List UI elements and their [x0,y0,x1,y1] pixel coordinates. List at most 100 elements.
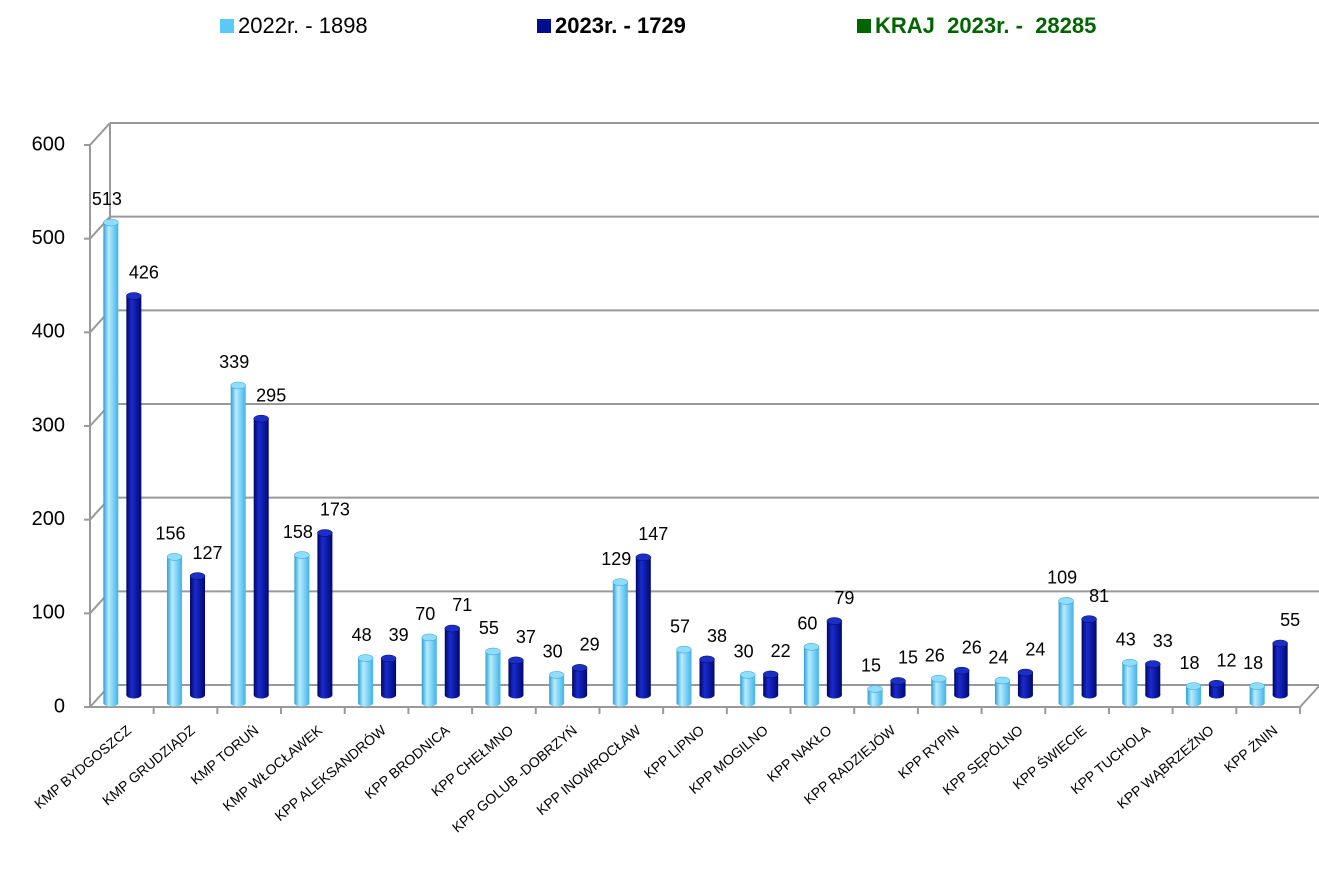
bar-base [103,699,119,707]
bar-base [890,691,906,699]
bar [572,667,588,695]
legend-swatch [537,19,551,33]
bar [867,688,883,703]
data-label: 426 [129,263,159,283]
data-label: 60 [797,614,817,634]
bar [253,418,269,695]
data-label: 173 [320,500,350,520]
bar-cap [444,624,461,633]
data-label: 129 [601,549,631,569]
bar [1058,600,1074,703]
bar-cap [1145,660,1161,668]
bar [508,660,524,695]
bar-cap [803,643,820,651]
bar [421,637,437,703]
bar [190,576,206,695]
bar-base [230,699,246,707]
bar-base [1249,699,1265,707]
bar-base [572,691,588,699]
bar-base [826,691,842,699]
bar-cap [826,617,843,625]
bar-cap [1208,680,1225,688]
bar-cap [890,677,906,685]
x-tick-label: KPP INOWROCŁAW [533,721,644,818]
bar [890,680,906,695]
bar [676,649,692,703]
data-label: 30 [543,642,563,662]
bar-base [167,699,183,707]
x-tick-label: KPP ŻNIN [1220,721,1280,775]
x-tick-label: KPP ALEKSANDRÓW [272,721,390,824]
bar-cap [357,654,374,662]
data-label: 22 [771,641,791,661]
bar-cap [1185,682,1202,690]
bar-cap [103,218,119,227]
bar-cap [1017,668,1034,677]
bar-base [253,691,269,699]
bar-base [381,691,397,699]
data-label: 15 [898,648,918,668]
bar-base [190,691,206,699]
data-label: 30 [734,642,754,662]
bar-base [444,691,460,699]
data-label: 55 [1280,610,1300,630]
data-label: 26 [962,637,982,657]
bar-cap [676,645,692,654]
bar-cap [635,553,652,562]
bar-cap [380,654,397,663]
bar [126,295,142,695]
bar-base [126,691,142,699]
bar [1272,643,1288,695]
bar [803,646,819,703]
data-label: 156 [156,524,186,544]
bar [381,658,397,695]
data-label: 18 [1179,653,1199,673]
bar-base [1185,699,1201,707]
bar [954,670,970,695]
data-label: 24 [1025,639,1045,659]
bar [763,674,779,695]
bar-cap [485,647,501,656]
data-label: 38 [707,626,727,646]
data-label: 39 [389,625,409,645]
bar-cap [294,551,310,559]
bar-cap [1249,682,1265,690]
legend-label: KRAJ 2023r. - 28285 [875,13,1096,38]
data-label: 70 [415,604,435,624]
data-label: 81 [1089,586,1109,606]
legend-label: 2023r. - 1729 [555,13,686,38]
data-label: 109 [1047,568,1077,588]
bar [1017,672,1033,695]
bar [444,628,460,695]
bar [485,651,501,703]
bar [612,582,628,703]
bar [1081,619,1097,695]
data-label: 295 [256,385,286,405]
data-label: 43 [1116,629,1136,649]
bar [931,678,947,703]
y-tick-label: 400 [32,321,65,343]
data-label: 18 [1243,653,1263,673]
bar-cap [189,572,206,580]
data-label: 339 [219,352,249,372]
y-tick-label: 500 [32,227,65,249]
bar-base [421,699,437,707]
bar-base [1017,691,1033,699]
bar-cap [166,553,183,561]
x-tick-label: KPP LIPNO [641,722,708,782]
bar-cap [508,656,524,665]
bar-base [676,699,692,707]
bar-base [931,699,947,707]
bar-cap [126,292,142,300]
bar-base [1122,699,1138,707]
data-label: 37 [516,627,536,647]
y-tick-label: 100 [32,602,65,624]
bar [230,385,246,703]
bar [635,557,651,695]
y-tick-label: 300 [32,414,65,436]
data-label: 57 [670,616,690,636]
bar [549,674,565,703]
bar-cap [548,671,565,679]
bar-base [612,699,628,707]
bar [740,674,756,703]
